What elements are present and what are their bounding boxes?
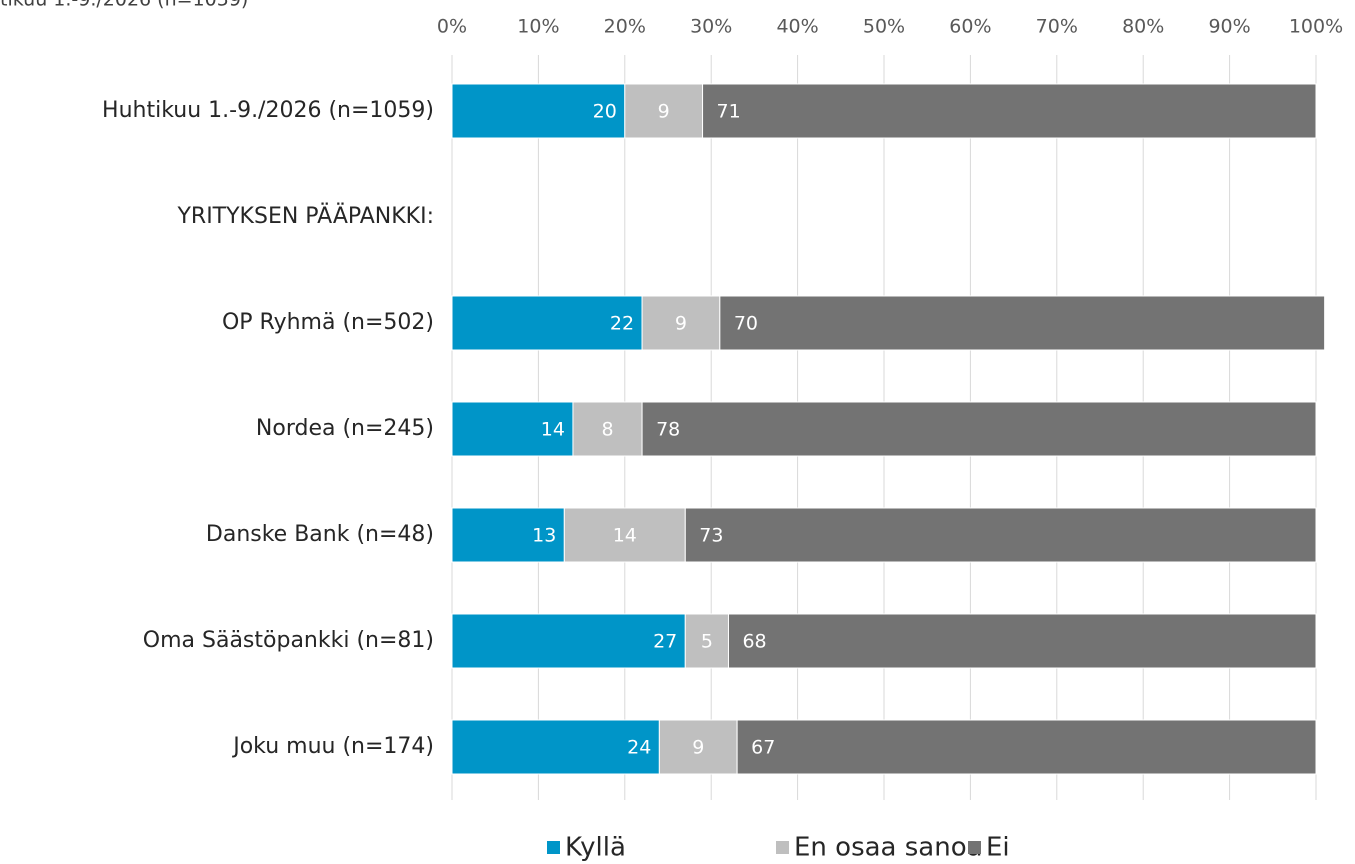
data-label: 14 — [541, 419, 565, 441]
y-tick-label: Danske Bank (n=48) — [206, 522, 434, 547]
data-label: 22 — [610, 313, 634, 335]
bar-segment — [451, 295, 643, 351]
bar-segment — [624, 83, 704, 139]
bar-segment — [641, 401, 1317, 457]
legend-swatch — [547, 841, 560, 854]
bar-segment — [451, 83, 626, 139]
y-tick-label: Huhtikuu 1.-9./2026 (n=1059) — [102, 98, 434, 123]
y-tick-label: Nordea (n=245) — [256, 416, 434, 441]
x-tick-label: 20% — [604, 16, 646, 38]
data-label: 14 — [613, 525, 637, 547]
bar-segment — [736, 719, 1317, 775]
bar-segment — [702, 83, 1317, 139]
y-tick-label: OP Ryhmä (n=502) — [222, 310, 434, 335]
data-label: 13 — [532, 525, 556, 547]
data-label: 9 — [692, 737, 704, 759]
data-label: 67 — [751, 737, 775, 759]
legend-label: Kyllä — [565, 833, 626, 863]
data-label: 9 — [658, 101, 670, 123]
x-tick-label: 90% — [1208, 16, 1250, 38]
bar-segment — [658, 719, 738, 775]
data-label: 24 — [627, 737, 651, 759]
legend-swatch — [968, 841, 981, 854]
data-label: 68 — [742, 631, 766, 653]
x-tick-label: 70% — [1036, 16, 1078, 38]
data-label: 78 — [656, 419, 680, 441]
bar-segment — [641, 295, 721, 351]
y-tick-label: YRITYKSEN PÄÄPANKKI: — [176, 203, 434, 229]
bar-segment — [451, 507, 565, 563]
bar-segment — [727, 613, 1317, 669]
data-label: 20 — [593, 101, 617, 123]
data-label: 5 — [701, 631, 713, 653]
x-tick-label: 0% — [437, 16, 467, 38]
legend-label: En osaa sanoa — [794, 833, 983, 863]
bar-segment — [684, 507, 1317, 563]
x-tick-label: 60% — [949, 16, 991, 38]
x-tick-label: 100% — [1289, 16, 1343, 38]
data-label: 73 — [699, 525, 723, 547]
x-tick-label: 80% — [1122, 16, 1164, 38]
data-label: 27 — [653, 631, 677, 653]
x-tick-label: 40% — [776, 16, 818, 38]
x-tick-label: 50% — [863, 16, 905, 38]
legend-swatch — [776, 841, 789, 854]
bar-segment — [572, 401, 643, 457]
y-tick-label: Joku muu (n=174) — [231, 734, 434, 759]
bar-segment — [719, 295, 1326, 351]
bar-segment — [451, 613, 686, 669]
data-label: 9 — [675, 313, 687, 335]
y-tick-label: Oma Säästöpankki (n=81) — [143, 628, 434, 653]
bar-segment — [451, 719, 660, 775]
legend-label: Ei — [986, 833, 1010, 863]
x-tick-label: 30% — [690, 16, 732, 38]
chart-title: tikuu 1.-9./2026 (n=1059) — [0, 0, 248, 11]
data-label: 70 — [734, 313, 758, 335]
bar-segment — [451, 401, 574, 457]
data-label: 8 — [601, 419, 613, 441]
bar-segment — [684, 613, 729, 669]
x-tick-label: 10% — [517, 16, 559, 38]
data-label: 71 — [717, 101, 741, 123]
